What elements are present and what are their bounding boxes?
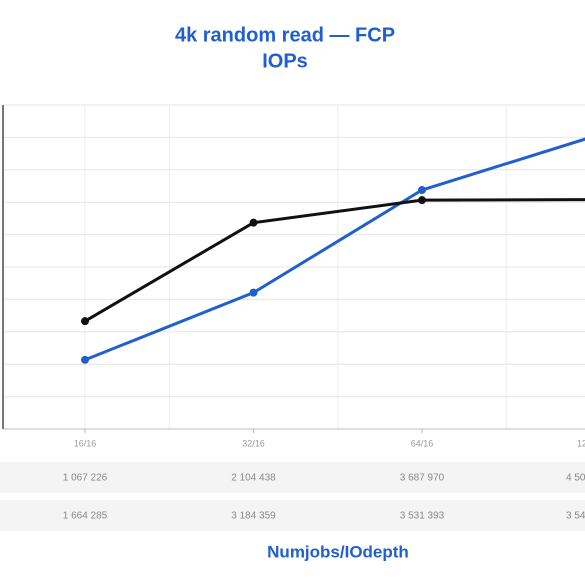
- data-point: [418, 196, 426, 205]
- data-point: [249, 218, 258, 227]
- table-cell: 2 104 438: [231, 473, 276, 484]
- data-point: [249, 288, 258, 297]
- x-tick-label: 32/16: [242, 438, 265, 448]
- series-line: [84, 137, 585, 362]
- table-cell: 1 664 285: [63, 511, 108, 522]
- table-row-bg: [0, 500, 585, 531]
- table-row-bg: [0, 462, 585, 493]
- chart-subtitle: IOPs: [262, 50, 308, 72]
- x-tick-label: 16/16: [74, 438, 97, 448]
- data-point: [418, 186, 426, 195]
- table-cell: 3 54: [566, 511, 585, 522]
- series-line: [84, 198, 585, 323]
- table-cell: 3 531 393: [400, 511, 445, 522]
- data-point: [81, 355, 89, 364]
- x-tick-label: 12: [577, 438, 585, 448]
- x-tick-label: 64/16: [411, 438, 434, 448]
- x-axis-label: Numjobs/IOdepth: [267, 542, 409, 561]
- table-cell: 3 687 970: [400, 473, 445, 484]
- table-cell: 4 50: [566, 473, 585, 484]
- chart-title: 4k random read — FCP: [175, 24, 395, 46]
- table-cell: 1 067 226: [63, 473, 108, 484]
- table-cell: 3 184 359: [231, 511, 276, 522]
- data-point: [81, 317, 89, 326]
